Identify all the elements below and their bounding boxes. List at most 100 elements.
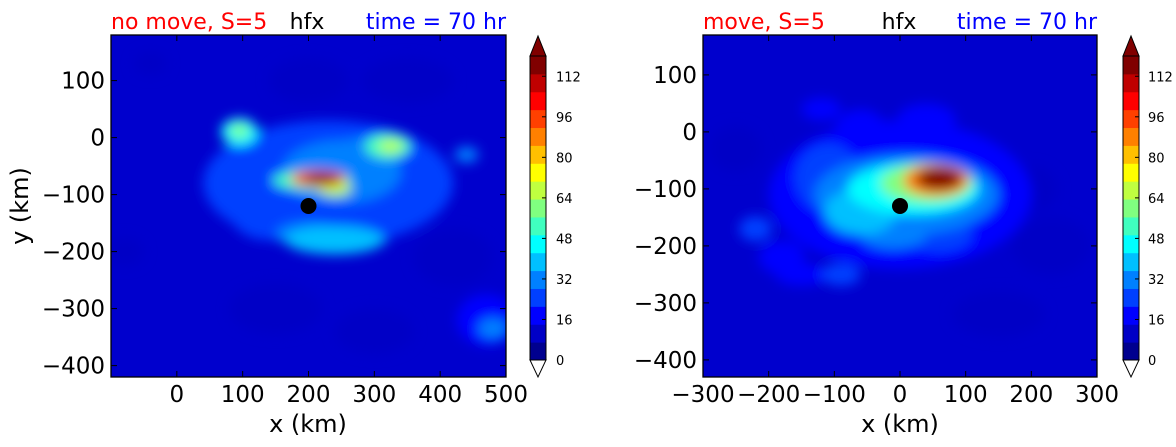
colorbar-segment	[530, 216, 546, 236]
colorbar-segment	[1123, 109, 1139, 129]
colorbar-extend-max	[1122, 34, 1140, 57]
colorbar-segment	[530, 288, 546, 307]
colorbar-segment	[1123, 342, 1139, 361]
colorbar-segment	[530, 56, 546, 75]
field-blob-5	[413, 228, 493, 286]
x-tick-label: 300	[352, 382, 396, 408]
colorbar-segment	[1123, 127, 1139, 146]
field-blob-11	[739, 216, 772, 242]
colorbar-segment	[530, 324, 546, 343]
colorbar-tick-label: 0	[556, 354, 564, 369]
colorbar-segment	[1123, 324, 1139, 343]
field-blob-3	[361, 57, 454, 104]
panel-right-colorbar: 0 16 32 48 64 80 96 112	[1122, 34, 1173, 379]
panel-right: move, S=5 hfx time = 70 hr −300 −200 −100 0…	[634, 10, 1173, 438]
colorbar-segment	[1123, 163, 1139, 182]
colorbar-segment	[530, 252, 546, 272]
x-tick-label: −100	[803, 382, 866, 408]
colorbar-frame	[529, 55, 547, 361]
x-tick-label: 300	[1075, 382, 1119, 408]
field-blob-6	[775, 263, 828, 286]
field-blob-1	[709, 126, 763, 172]
field-blob-24	[303, 173, 341, 184]
colorbar-segment	[1123, 270, 1139, 289]
colorbar-segment	[530, 306, 546, 325]
panel-left-y-axis-label: y (km)	[6, 167, 34, 245]
colorbar-segment	[530, 234, 546, 254]
y-tick-label: −300	[42, 297, 105, 323]
panel-right-plot-area	[703, 35, 1097, 377]
panel-left-title-right: time = 70 hr	[366, 10, 507, 35]
panel-right-x-ticks: −300 −200 −100 0 100 200 300	[671, 35, 1119, 408]
colorbar-segment	[530, 270, 546, 289]
panel-right-storm-center-marker	[892, 198, 908, 214]
field-blob-4	[134, 52, 167, 75]
field-blob-21	[378, 140, 403, 152]
colorbar-extend-max	[529, 34, 547, 57]
y-tick-label: −200	[42, 240, 105, 266]
x-tick-label: 200	[287, 382, 331, 408]
colorbar-segment	[530, 199, 546, 218]
x-tick-label: 400	[418, 382, 462, 408]
colorbar-tick-label: 80	[556, 151, 573, 166]
y-tick-label: −300	[634, 291, 697, 317]
colorbar-tick-label: 16	[556, 313, 573, 328]
colorbar-segment	[1123, 73, 1139, 93]
field-blob-6	[111, 237, 144, 266]
x-tick-label: 200	[1009, 382, 1053, 408]
panel-left-title-center: hfx	[290, 10, 325, 35]
x-tick-label: 0	[893, 382, 908, 408]
colorbar-tick-label: 32	[556, 273, 573, 288]
panel-right-y-ticks: 100 0 −100 −200 −300 −400	[634, 63, 1097, 374]
colorbar-extend-min	[1122, 359, 1140, 379]
field-blob-0	[952, 291, 1045, 338]
panel-left-plot-area	[111, 35, 506, 377]
panel-right-title-left: move, S=5	[703, 10, 825, 35]
colorbar-segment	[530, 163, 546, 182]
colorbar-segment	[530, 109, 546, 129]
y-tick-label: −400	[42, 354, 105, 380]
x-tick-label: −200	[737, 382, 800, 408]
y-tick-label: −200	[634, 234, 697, 260]
colorbar-segment	[530, 145, 546, 164]
colorbar-segment	[530, 181, 546, 200]
x-tick-label: 100	[221, 382, 265, 408]
panel-left-title-left: no move, S=5	[111, 10, 267, 35]
colorbar-segment	[530, 127, 546, 146]
colorbar-tick-label: 64	[556, 192, 573, 207]
colorbar-tick-label: 0	[1148, 354, 1156, 369]
colorbar-tick-label: 112	[556, 70, 581, 85]
field-blob-1	[229, 282, 322, 335]
colorbar-segment	[1123, 216, 1139, 236]
colorbar-tick-label: 32	[1148, 273, 1165, 288]
field-blob-15	[478, 318, 506, 339]
panel-left-x-ticks: 0 100 200 300 400 500	[170, 35, 528, 408]
colorbar-tick-label: 112	[1148, 70, 1173, 85]
colorbar-frame	[1122, 55, 1140, 361]
colorbar-tick-label: 64	[1148, 192, 1165, 207]
field-blob-0	[269, 57, 348, 104]
field-blob-12	[821, 263, 861, 286]
colorbar-segment	[1123, 199, 1139, 218]
x-tick-label: −300	[671, 382, 734, 408]
colorbar-segment	[1123, 306, 1139, 325]
y-tick-label: 0	[682, 120, 697, 146]
colorbar-segment	[1123, 56, 1139, 75]
colorbar-segment	[1123, 288, 1139, 307]
colorbar-segment	[530, 73, 546, 93]
colorbar-tick-label: 80	[1148, 151, 1165, 166]
colorbar-segment	[530, 342, 546, 361]
panel-right-x-axis-label: x (km)	[861, 410, 939, 438]
panel-right-title-right: time = 70 hr	[957, 10, 1098, 35]
panel-left-storm-center-marker	[300, 198, 317, 214]
colorbar-tick-label: 48	[1148, 232, 1165, 247]
colorbar-segment	[1123, 234, 1139, 254]
colorbar-segment	[530, 91, 546, 111]
colorbar-segment	[1123, 252, 1139, 272]
colorbar-segment	[1123, 145, 1139, 164]
panel-left-x-axis-label: x (km)	[269, 410, 347, 438]
x-tick-label: 100	[944, 382, 988, 408]
y-tick-label: −100	[634, 177, 697, 203]
field-blob-9	[834, 109, 887, 155]
